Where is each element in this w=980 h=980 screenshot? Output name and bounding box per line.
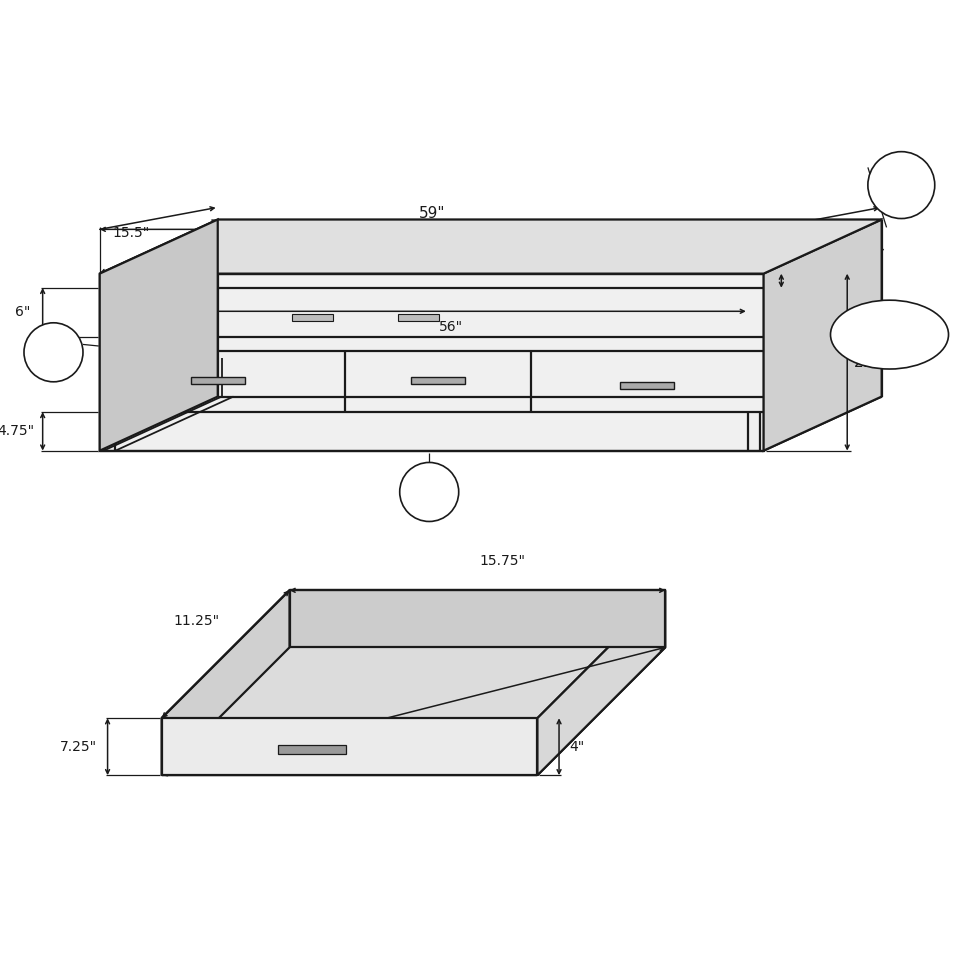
Bar	[291, 314, 333, 320]
Polygon shape	[100, 220, 218, 451]
Polygon shape	[289, 590, 665, 648]
Bar	[412, 376, 465, 384]
Text: 59": 59"	[418, 206, 445, 221]
Text: 0.75": 0.75"	[413, 485, 446, 499]
Polygon shape	[162, 718, 537, 775]
Text: 21.75": 21.75"	[854, 355, 904, 369]
Text: 4.75": 4.75"	[0, 424, 34, 438]
Text: 1.75": 1.75"	[884, 178, 919, 192]
Text: 6": 6"	[16, 306, 30, 319]
Polygon shape	[162, 590, 289, 775]
Text: 1.75": 1.75"	[36, 346, 71, 359]
Bar	[620, 382, 674, 389]
Text: 11.25": 11.25"	[173, 613, 220, 628]
Bar	[277, 745, 346, 754]
Polygon shape	[100, 220, 882, 273]
Text: 4": 4"	[569, 740, 584, 754]
Polygon shape	[162, 590, 665, 718]
Bar	[190, 376, 245, 384]
Circle shape	[400, 463, 459, 521]
Text: 18.5": 18.5"	[380, 732, 417, 746]
Text: 15.5": 15.5"	[113, 225, 150, 240]
Circle shape	[868, 152, 935, 219]
Text: 7.25": 7.25"	[60, 740, 97, 754]
Polygon shape	[100, 273, 763, 451]
Ellipse shape	[830, 300, 949, 369]
Circle shape	[24, 322, 83, 382]
Text: 56": 56"	[439, 320, 464, 334]
Text: 15.75": 15.75"	[479, 554, 525, 567]
Polygon shape	[537, 590, 665, 775]
Bar	[398, 314, 439, 320]
Text: 1.5" X 0.75": 1.5" X 0.75"	[852, 328, 928, 341]
Polygon shape	[763, 220, 882, 451]
